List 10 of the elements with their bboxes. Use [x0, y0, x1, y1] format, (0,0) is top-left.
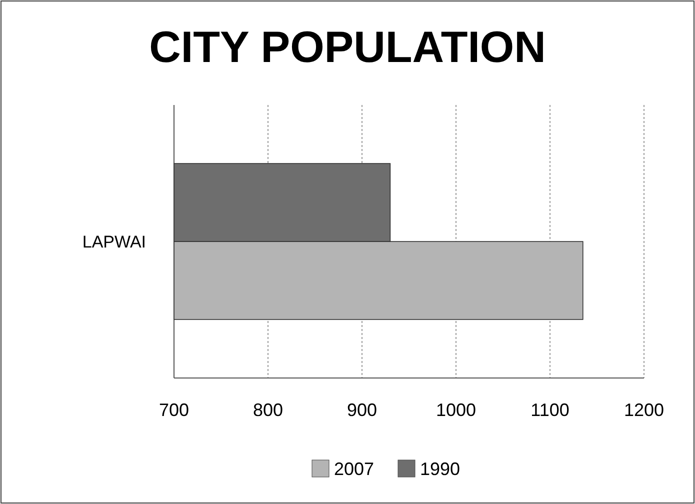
x-tick-label: 700: [158, 400, 190, 420]
legend-label: 1990: [420, 459, 460, 479]
x-tick-label: 900: [346, 400, 378, 420]
chart-title: CITY POPULATION: [149, 23, 546, 72]
x-tick-label: 1100: [530, 400, 570, 420]
legend-label: 2007: [334, 459, 374, 479]
x-tick-label: 800: [252, 400, 284, 420]
y-tick-label: LAPWAI: [82, 232, 146, 252]
x-tick-label: 1000: [436, 400, 476, 420]
x-tick-label: 1200: [624, 400, 664, 420]
